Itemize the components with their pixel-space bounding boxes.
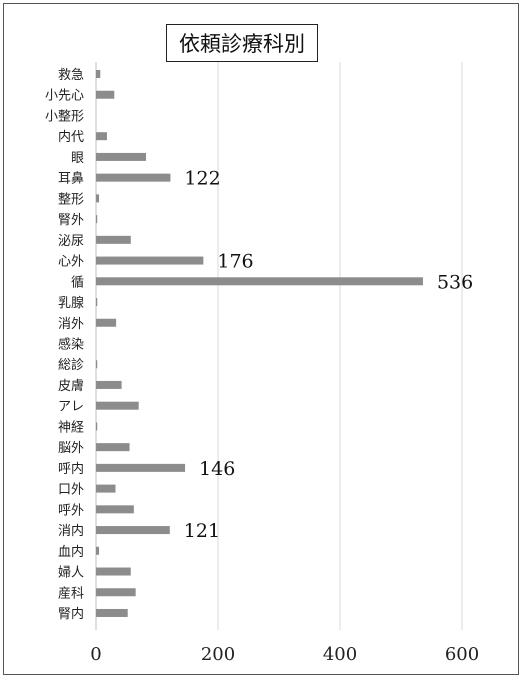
category-label-10: 循 [71, 275, 84, 290]
bar-3 [96, 132, 107, 141]
bar-26 [96, 608, 128, 617]
bar-4 [96, 152, 147, 161]
bar-8 [96, 235, 131, 244]
category-label-14: 総診 [58, 357, 84, 373]
category-label-24: 婦人 [58, 565, 84, 581]
bar-11 [96, 298, 98, 307]
bar-7 [96, 215, 98, 224]
x-tick-label-0: 0 [90, 644, 101, 665]
data-label-4: 121 [184, 520, 220, 542]
data-label-0: 122 [184, 168, 220, 190]
category-label-25: 産科 [58, 585, 84, 601]
data-label-3: 146 [199, 458, 235, 480]
bar-1 [96, 90, 115, 99]
category-label-8: 泌尿 [58, 234, 84, 249]
x-tick-label-200: 200 [201, 644, 235, 665]
category-label-16: アレ [58, 400, 84, 415]
bar-0 [96, 70, 101, 78]
category-label-19: 呼内 [58, 461, 84, 477]
chart-frame: 依頼診療科別 [3, 3, 519, 675]
bar-20 [96, 484, 116, 493]
category-label-26: 腎内 [58, 606, 84, 622]
bar-12 [96, 318, 117, 327]
category-label-6: 整形 [58, 192, 84, 207]
bar-17 [96, 422, 98, 431]
data-label-2: 536 [437, 271, 473, 293]
bar-22 [96, 526, 170, 535]
category-label-12: 消外 [58, 317, 84, 332]
category-label-18: 脳外 [58, 441, 84, 456]
bar-14 [96, 360, 98, 369]
category-label-13: 感染 [58, 336, 84, 352]
chart-title: 依頼診療科別 [166, 24, 318, 62]
x-tick-label-600: 600 [445, 644, 479, 665]
category-label-23: 血内 [58, 544, 84, 560]
category-label-1: 小先心 [45, 89, 84, 104]
category-label-15: 皮膚 [58, 378, 84, 394]
bar-23 [96, 546, 100, 555]
bar-9 [96, 256, 204, 265]
data-label-1: 176 [217, 251, 253, 273]
bar-15 [96, 380, 122, 389]
bar-5 [96, 173, 171, 182]
category-label-0: 救急 [58, 67, 84, 83]
category-label-21: 呼外 [58, 503, 84, 518]
bar-6 [96, 194, 100, 203]
category-label-2: 小整形 [45, 109, 84, 124]
bar-21 [96, 505, 134, 514]
bar-19 [96, 463, 186, 472]
bar-24 [96, 567, 131, 576]
category-label-7: 腎外 [58, 213, 84, 228]
bar-10 [96, 277, 423, 286]
category-label-22: 消内 [58, 523, 84, 539]
category-label-4: 眼 [71, 151, 84, 166]
bar-25 [96, 588, 136, 597]
category-label-11: 乳腺 [58, 296, 84, 311]
category-label-3: 内代 [58, 129, 84, 145]
x-tick-label-400: 400 [323, 644, 357, 665]
category-label-17: 神経 [58, 420, 84, 435]
bar-18 [96, 443, 130, 452]
category-label-5: 耳鼻 [58, 171, 84, 187]
bar-16 [96, 401, 139, 410]
category-label-20: 口外 [58, 483, 84, 498]
category-label-9: 心外 [58, 255, 84, 270]
